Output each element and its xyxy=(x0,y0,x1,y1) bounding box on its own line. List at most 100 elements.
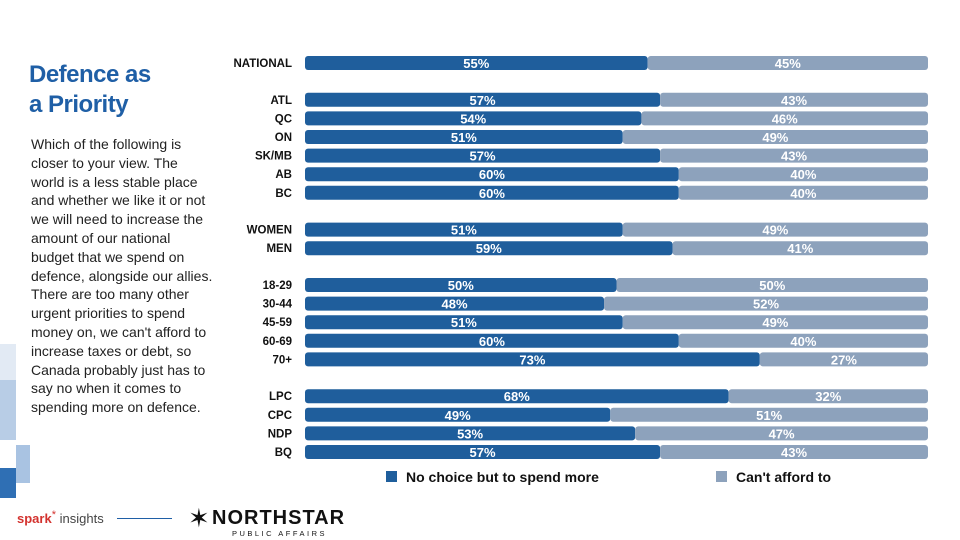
data-label-cant-afford-atl: 43% xyxy=(781,93,807,108)
bar-spend-more-60-69 xyxy=(305,333,679,348)
slide-title: Defence as a Priority xyxy=(29,60,219,120)
data-label-spend-more-atl: 57% xyxy=(470,93,496,108)
category-label-bc: BC xyxy=(275,188,292,200)
title-line-1: Defence as xyxy=(29,61,151,88)
data-label-spend-more-sk-mb: 57% xyxy=(470,149,496,164)
decor-block-light xyxy=(0,344,16,380)
bar-spend-more-cpc xyxy=(305,407,611,422)
bar-spend-more-bq xyxy=(305,445,661,459)
data-label-spend-more-national: 55% xyxy=(463,56,489,71)
data-label-spend-more-on: 51% xyxy=(451,130,477,145)
insights-logo-text: insights xyxy=(59,511,104,526)
data-label-cant-afford-lpc: 32% xyxy=(815,389,841,404)
bar-spend-more-30-44 xyxy=(305,296,605,311)
category-label-60-69: 60-69 xyxy=(263,336,292,348)
bar-spend-more-lpc xyxy=(305,389,729,404)
question-text: Which of the following is closer to your… xyxy=(31,136,213,416)
category-label-on: ON xyxy=(275,132,292,144)
category-label-men: MEN xyxy=(266,243,292,255)
bar-spend-more-45-59 xyxy=(305,315,623,330)
bar-spend-more-men xyxy=(305,241,673,256)
bar-spend-more-ab xyxy=(305,167,679,182)
data-label-cant-afford-bc: 40% xyxy=(790,186,816,201)
category-label-bq: BQ xyxy=(275,447,292,459)
data-label-cant-afford-national: 45% xyxy=(775,56,801,71)
bar-cant-afford-qc xyxy=(641,111,928,126)
bar-cant-afford-45-59 xyxy=(622,315,928,330)
legend-swatch-cant-afford xyxy=(716,471,727,482)
bar-cant-afford-60-69 xyxy=(678,333,928,348)
data-label-spend-more-18-29: 50% xyxy=(448,278,474,293)
data-label-cant-afford-bq: 43% xyxy=(781,445,807,460)
bar-cant-afford-18-29 xyxy=(616,278,928,292)
bar-cant-afford-ab xyxy=(678,167,928,182)
bar-spend-more-qc xyxy=(305,111,642,126)
category-label-sk-mb: SK/MB xyxy=(255,151,292,163)
data-label-cant-afford-women: 49% xyxy=(762,223,788,238)
bar-spend-more-70- xyxy=(305,352,760,367)
data-label-spend-more-45-59: 51% xyxy=(451,315,477,330)
bar-spend-more-bc xyxy=(305,185,679,200)
data-label-spend-more-lpc: 68% xyxy=(504,389,530,404)
spark-star-icon: * xyxy=(51,509,56,521)
category-label-lpc: LPC xyxy=(269,391,292,403)
data-label-spend-more-women: 51% xyxy=(451,223,477,238)
northstar-star-icon: ✶ xyxy=(188,503,210,533)
data-label-cant-afford-men: 41% xyxy=(787,241,813,256)
decor-block-lightblue xyxy=(16,445,30,483)
data-label-spend-more-ndp: 53% xyxy=(457,426,483,441)
category-label-qc: QC xyxy=(275,113,292,125)
data-label-spend-more-ab: 60% xyxy=(479,167,505,182)
data-label-spend-more-qc: 54% xyxy=(460,111,486,126)
data-label-spend-more-30-44: 48% xyxy=(442,297,468,312)
data-label-spend-more-bq: 57% xyxy=(470,445,496,460)
bar-cant-afford-on xyxy=(622,130,928,144)
data-label-cant-afford-30-44: 52% xyxy=(753,297,779,312)
bar-spend-more-ndp xyxy=(305,426,636,441)
bar-cant-afford-bq xyxy=(660,445,928,459)
category-label-ab: AB xyxy=(275,169,292,181)
bar-cant-afford-atl xyxy=(660,92,928,107)
data-label-cant-afford-cpc: 51% xyxy=(756,408,782,423)
category-label-18-29: 18-29 xyxy=(263,280,292,292)
spark-insights-logo: spark* insights xyxy=(17,509,104,526)
decor-block-mid xyxy=(0,380,16,440)
data-label-cant-afford-on: 49% xyxy=(762,130,788,145)
data-label-spend-more-cpc: 49% xyxy=(445,408,471,423)
data-label-cant-afford-ab: 40% xyxy=(790,167,816,182)
data-label-spend-more-men: 59% xyxy=(476,241,502,256)
category-label-30-44: 30-44 xyxy=(263,299,293,311)
category-label-national: NATIONAL xyxy=(233,58,292,70)
bar-cant-afford-bc xyxy=(678,185,928,200)
data-label-cant-afford-18-29: 50% xyxy=(759,278,785,293)
data-label-spend-more-70-: 73% xyxy=(519,352,545,367)
data-label-spend-more-bc: 60% xyxy=(479,186,505,201)
legend-swatch-spend-more xyxy=(386,471,397,482)
bar-cant-afford-30-44 xyxy=(604,296,928,311)
spark-logo-text: spark xyxy=(17,511,52,526)
category-label-cpc: CPC xyxy=(268,410,292,422)
bar-cant-afford-ndp xyxy=(635,426,928,441)
title-line-2: a Priority xyxy=(29,91,129,118)
legend-label-cant-afford: Can't afford to xyxy=(736,469,831,485)
category-label-ndp: NDP xyxy=(268,428,293,440)
northstar-sub-text: PUBLIC AFFAIRS xyxy=(232,529,328,538)
bar-spend-more-atl xyxy=(305,92,661,107)
category-label-women: WOMEN xyxy=(247,225,292,237)
legend-label-spend-more: No choice but to spend more xyxy=(406,469,599,485)
bar-cant-afford-70- xyxy=(759,352,928,367)
category-label-atl: ATL xyxy=(270,95,292,107)
decor-block-dark xyxy=(0,468,16,498)
data-label-cant-afford-45-59: 49% xyxy=(762,315,788,330)
bar-spend-more-sk-mb xyxy=(305,148,661,163)
bar-cant-afford-men xyxy=(672,241,928,256)
logo-divider xyxy=(117,518,172,519)
northstar-logo-text: NORTHSTAR xyxy=(212,507,346,529)
data-label-cant-afford-60-69: 40% xyxy=(790,334,816,349)
bar-spend-more-women xyxy=(305,222,623,237)
data-label-cant-afford-ndp: 47% xyxy=(769,426,795,441)
data-label-cant-afford-70-: 27% xyxy=(831,352,857,367)
bar-cant-afford-women xyxy=(622,222,928,237)
bar-cant-afford-cpc xyxy=(610,407,928,422)
